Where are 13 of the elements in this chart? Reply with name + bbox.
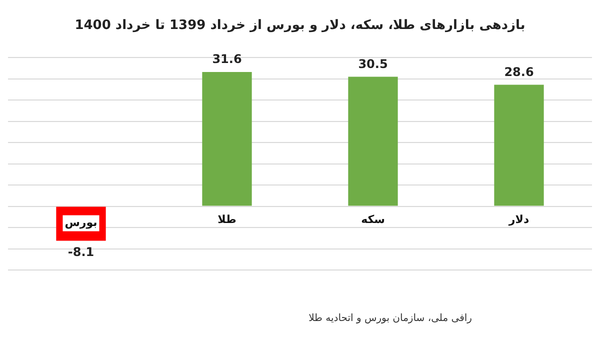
bar [202, 72, 252, 206]
data-label: 30.5 [358, 56, 388, 71]
data-label: 28.6 [504, 64, 534, 79]
x-tick-label: طلا [218, 213, 236, 226]
data-label: -8.1 [68, 244, 94, 259]
x-tick-label: دلار [508, 213, 530, 226]
text: رافی ملی، سازمان بورس و اتحادیه طلا [308, 313, 472, 324]
chart-title: بازدهی بازارهای طلا، سکه، دلار و بورس از خرداد 1399 تا خرداد 1400 [74, 18, 526, 34]
bar [348, 76, 398, 206]
data-label: 31.6 [212, 52, 242, 66]
x-tick-label: بورس [64, 216, 98, 230]
x-tick-label: سکه [361, 213, 385, 226]
bar [494, 84, 544, 206]
